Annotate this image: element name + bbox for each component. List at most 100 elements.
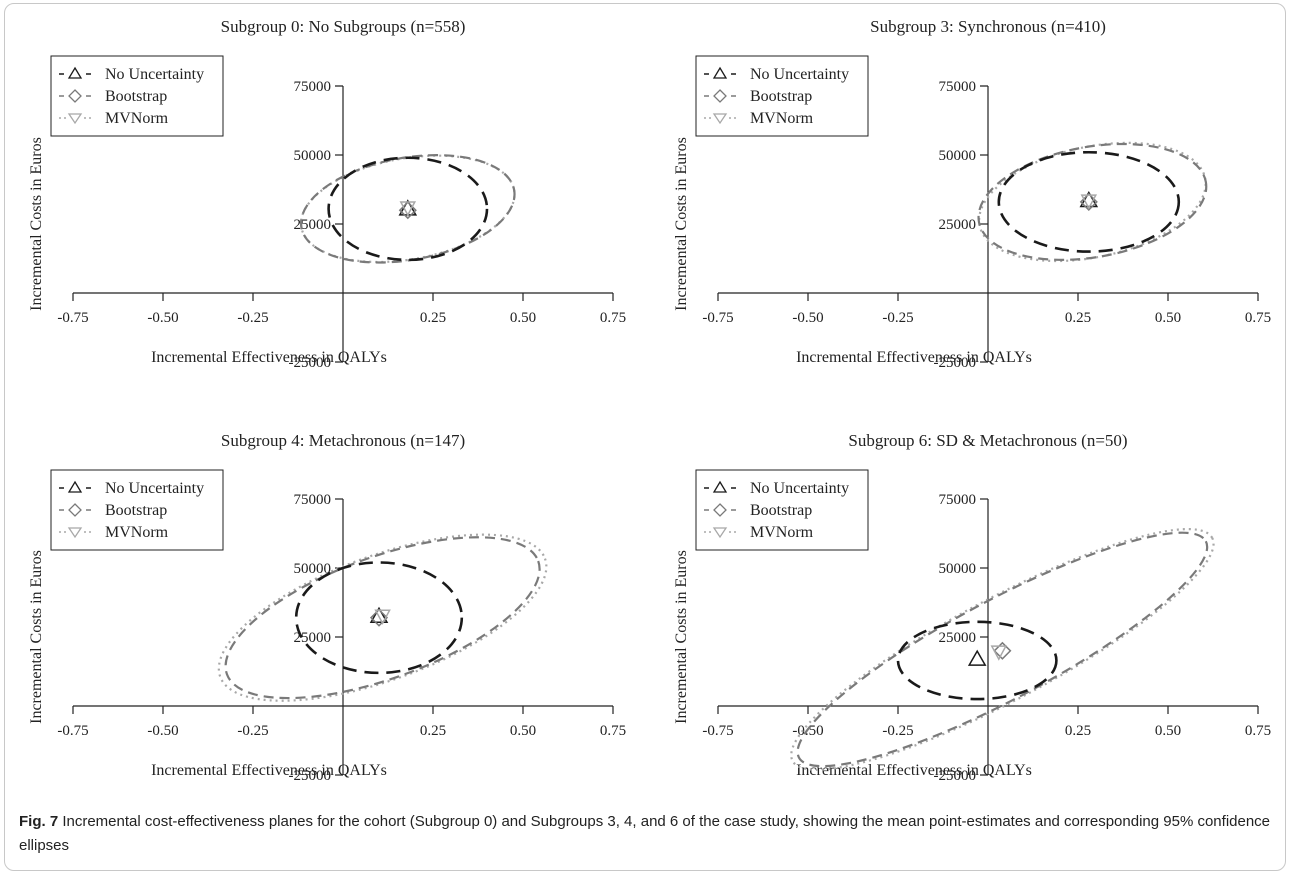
x-tick-label: -0.75: [57, 723, 88, 739]
legend: No Uncertainty Bootstrap MVNorm: [695, 55, 869, 137]
y-tick-label: 75000: [294, 492, 332, 508]
legend-label: Bootstrap: [105, 502, 167, 519]
legend-label: Bootstrap: [750, 502, 812, 519]
x-tick-label: -0.25: [237, 310, 268, 326]
caption-label: Fig. 7: [19, 813, 59, 830]
legend-marker: [713, 503, 727, 517]
y-tick-label: -25000: [934, 768, 977, 784]
legend-marker-bg: [713, 503, 727, 517]
legend-marker: [68, 503, 82, 517]
x-tick-label: -0.75: [57, 310, 88, 326]
y-tick-label: 25000: [294, 217, 332, 233]
legend-marker: [712, 527, 728, 539]
y-tick-label: 50000: [939, 148, 977, 164]
y-tick-label: -25000: [934, 355, 977, 371]
panel-title: Subgroup 0: No Subgroups (n=558): [221, 17, 466, 36]
x-tick-label: 0.75: [600, 723, 626, 739]
x-tick-label: 0.50: [1155, 310, 1181, 326]
y-tick-label: 50000: [939, 561, 977, 577]
ellipse-mvnorm: [790, 528, 1215, 771]
panel-title: Subgroup 4: Metachronous (n=147): [221, 431, 465, 450]
caption-text: Incremental cost-effectiveness planes fo…: [19, 813, 1271, 854]
legend-label: MVNorm: [105, 110, 169, 127]
legend-marker: [68, 89, 82, 103]
x-tick-label: 0.25: [1065, 723, 1091, 739]
x-tick-label: 0.75: [600, 310, 626, 326]
x-tick-label: 0.50: [510, 310, 536, 326]
legend: No Uncertainty Bootstrap MVNorm: [695, 469, 869, 551]
y-tick-label: 25000: [294, 630, 332, 646]
x-tick-label: 0.50: [1155, 723, 1181, 739]
y-tick-label: 75000: [939, 79, 977, 95]
x-axis-label: Incremental Effectiveness in QALYs: [796, 762, 1032, 779]
panel-2: Subgroup 4: Metachronous (n=147) -0.75 -0.…: [28, 431, 626, 784]
y-axis-label: Incremental Costs in Euros: [673, 137, 690, 311]
legend-label: No Uncertainty: [750, 66, 849, 83]
legend: No Uncertainty Bootstrap MVNorm: [50, 55, 224, 137]
y-tick-label: 25000: [939, 217, 977, 233]
x-tick-label: -0.25: [882, 723, 913, 739]
y-tick-label: 50000: [294, 148, 332, 164]
legend: No Uncertainty Bootstrap MVNorm: [50, 469, 224, 551]
x-tick-label: -0.50: [147, 723, 178, 739]
figure-caption: Fig. 7 Incremental cost-effectiveness pl…: [19, 810, 1274, 858]
x-tick-label: 0.25: [420, 723, 446, 739]
legend-label: Bootstrap: [105, 88, 167, 105]
ellipse-bootstrap: [796, 531, 1209, 768]
x-tick-label: 0.25: [1065, 310, 1091, 326]
ellipse-mvnorm: [217, 533, 548, 702]
y-tick-label: 50000: [294, 561, 332, 577]
legend-marker-bg: [68, 503, 82, 517]
panel-1: Subgroup 3: Synchronous (n=410) -0.75 -0.5…: [673, 17, 1271, 371]
y-tick-label: 75000: [939, 492, 977, 508]
legend-label: No Uncertainty: [750, 480, 849, 497]
x-tick-label: 0.50: [510, 723, 536, 739]
x-tick-label: -0.25: [237, 723, 268, 739]
legend-label: Bootstrap: [750, 88, 812, 105]
panel-0: Subgroup 0: No Subgroups (n=558) -0.75 -0.…: [28, 17, 626, 371]
x-axis-label: Incremental Effectiveness in QALYs: [796, 349, 1032, 366]
ellipse-no-uncertainty: [327, 156, 489, 262]
figure-svg: Subgroup 0: No Subgroups (n=558) -0.75 -0.…: [28, 17, 1271, 784]
legend-label: No Uncertainty: [105, 66, 204, 83]
legend-marker: [712, 66, 728, 79]
point-bootstrap: [369, 608, 389, 627]
point-mvnorm: [1080, 194, 1098, 210]
ellipse-bootstrap: [224, 536, 541, 700]
x-tick-label: 0.25: [420, 310, 446, 326]
point-no-uncertainty: [369, 606, 389, 624]
legend-marker: [67, 527, 83, 539]
x-axis-label: Incremental Effectiveness in QALYs: [151, 762, 387, 779]
x-tick-label: -0.50: [792, 723, 823, 739]
legend-label: MVNorm: [105, 524, 169, 541]
legend-label: MVNorm: [750, 524, 814, 541]
figure-frame: Subgroup 0: No Subgroups (n=558) -0.75 -0.…: [4, 3, 1286, 871]
y-axis-label: Incremental Costs in Euros: [28, 550, 45, 724]
ellipse-no-uncertainty: [294, 561, 464, 675]
y-tick-label: 25000: [939, 630, 977, 646]
x-tick-label: -0.50: [792, 310, 823, 326]
point-mvnorm: [990, 645, 1008, 661]
y-axis-label: Incremental Costs in Euros: [28, 137, 45, 311]
legend-marker: [713, 89, 727, 103]
x-axis-label: Incremental Effectiveness in QALYs: [151, 349, 387, 366]
panel-title: Subgroup 6: SD & Metachronous (n=50): [848, 431, 1127, 450]
y-tick-label: 75000: [294, 79, 332, 95]
legend-marker: [712, 480, 728, 493]
legend-label: No Uncertainty: [105, 480, 204, 497]
legend-marker: [67, 113, 83, 125]
y-axis-label: Incremental Costs in Euros: [673, 550, 690, 724]
point-mvnorm: [399, 201, 417, 217]
point-bootstrap: [993, 641, 1012, 660]
y-tick-label: -25000: [289, 768, 332, 784]
legend-marker: [712, 113, 728, 125]
ellipse-no-uncertainty: [997, 150, 1181, 253]
x-tick-label: -0.75: [702, 723, 733, 739]
x-tick-label: -0.25: [882, 310, 913, 326]
ellipse-bootstrap: [977, 142, 1208, 261]
legend-marker-bg: [68, 89, 82, 103]
legend-marker: [67, 480, 83, 493]
point-bootstrap: [398, 201, 417, 220]
legend-label: MVNorm: [750, 110, 814, 127]
panel-title: Subgroup 3: Synchronous (n=410): [870, 17, 1106, 36]
